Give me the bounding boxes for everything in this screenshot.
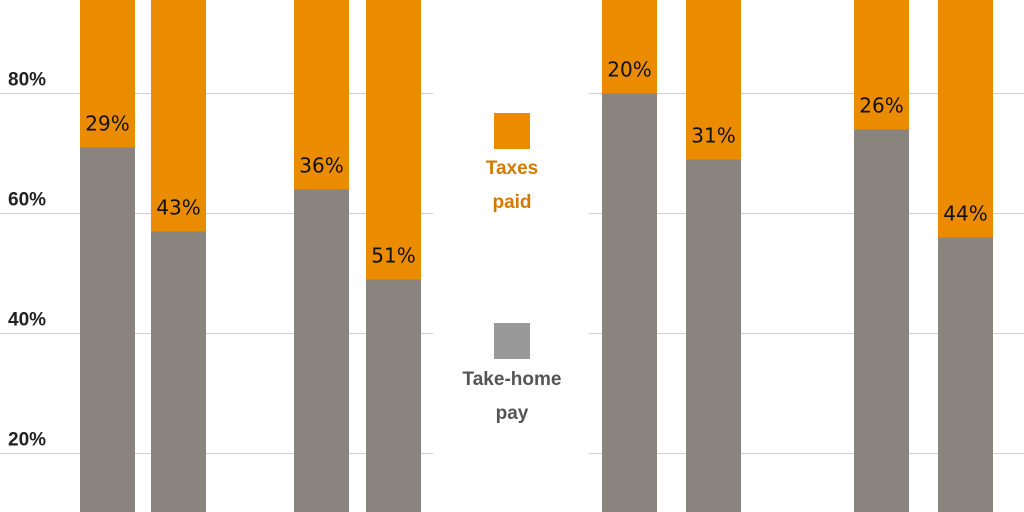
legend-label-taxes: Taxes paid (452, 152, 572, 220)
y-tick-label-40: 40% (8, 310, 46, 331)
bar-8-take-home (938, 237, 993, 512)
legend-label-take-home-line1: Take-home (462, 369, 562, 390)
bar-1-taxes (80, 0, 135, 148)
bar-7-take-home (854, 129, 909, 512)
y-tick-label-20: 20% (8, 430, 46, 451)
y-tick-label-60: 60% (8, 190, 46, 211)
data-label-4: 51% (371, 244, 415, 268)
data-label-3: 36% (299, 154, 343, 178)
data-label-6: 31% (691, 124, 735, 148)
bar-6-take-home (686, 159, 741, 512)
legend-label-take-home: Take-home pay (442, 363, 582, 431)
bar-4-taxes (366, 0, 421, 280)
bar-8-taxes (938, 0, 993, 238)
data-label-8: 44% (943, 202, 987, 226)
y-tick-label-80: 80% (8, 70, 46, 91)
bar-2-take-home (151, 231, 206, 512)
data-label-5: 20% (607, 58, 651, 82)
bar-6-taxes (686, 0, 741, 160)
bar-7-taxes (854, 0, 909, 130)
bar-2-taxes (151, 0, 206, 232)
legend-label-taxes-line2: paid (492, 192, 532, 213)
bar-5-taxes (602, 0, 657, 94)
legend-swatch-take-home (494, 323, 530, 359)
bar-4-take-home (366, 279, 421, 512)
bar-1-take-home (80, 147, 135, 512)
data-label-1: 29% (85, 112, 129, 136)
legend-swatch-taxes (494, 113, 530, 149)
legend-label-take-home-line2: pay (495, 403, 529, 424)
bar-3-taxes (294, 0, 349, 190)
bar-3-take-home (294, 189, 349, 512)
legend-label-taxes-line1: Taxes (485, 158, 539, 179)
data-label-2: 43% (156, 196, 200, 220)
data-label-7: 26% (859, 94, 903, 118)
bar-5-take-home (602, 93, 657, 512)
